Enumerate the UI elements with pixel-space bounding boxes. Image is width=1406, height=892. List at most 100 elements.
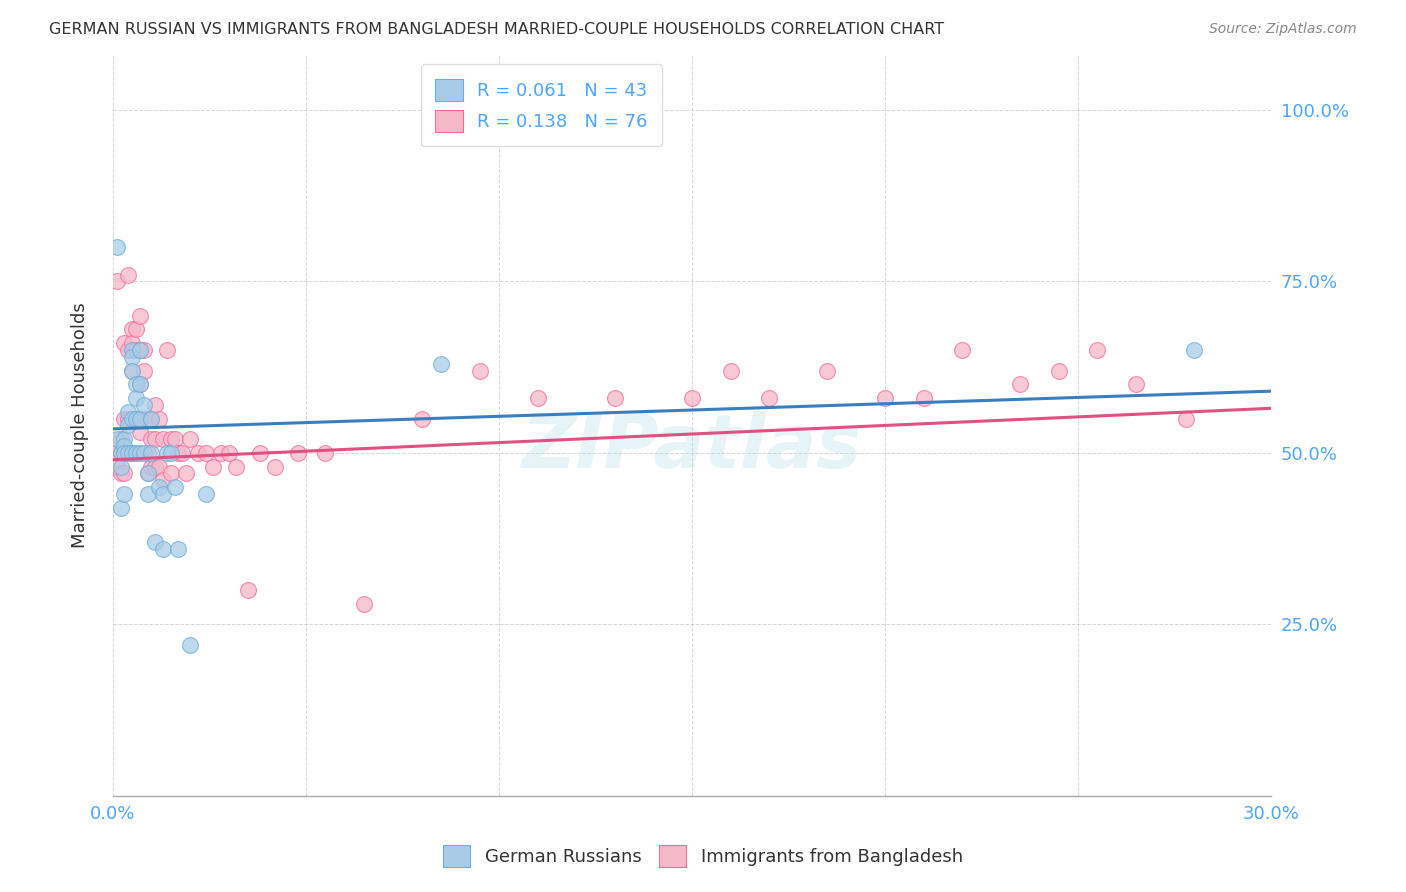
Point	[179, 638, 201, 652]
Point	[136, 411, 159, 425]
Point	[249, 446, 271, 460]
Point	[156, 446, 179, 460]
Point	[117, 343, 139, 357]
Point	[121, 363, 143, 377]
Point	[353, 597, 375, 611]
Point	[121, 411, 143, 425]
Point	[194, 487, 217, 501]
Text: Source: ZipAtlas.com: Source: ZipAtlas.com	[1209, 22, 1357, 37]
Point	[121, 322, 143, 336]
Point	[110, 467, 132, 481]
Point	[110, 446, 132, 460]
Point	[117, 418, 139, 433]
Point	[128, 343, 150, 357]
Point	[141, 459, 163, 474]
Point	[105, 459, 128, 474]
Point	[1010, 377, 1032, 392]
Point	[132, 398, 155, 412]
Point	[136, 446, 159, 460]
Point	[163, 480, 186, 494]
Point	[681, 391, 703, 405]
Point	[117, 268, 139, 282]
Point	[121, 446, 143, 460]
Point	[121, 446, 143, 460]
Point	[912, 391, 935, 405]
Point	[110, 500, 132, 515]
Point	[105, 240, 128, 254]
Point	[143, 398, 166, 412]
Point	[110, 446, 132, 460]
Point	[125, 411, 148, 425]
Point	[143, 535, 166, 549]
Point	[314, 446, 336, 460]
Point	[209, 446, 232, 460]
Point	[873, 391, 896, 405]
Point	[114, 336, 136, 351]
Point	[1047, 363, 1070, 377]
Point	[264, 459, 287, 474]
Point	[125, 377, 148, 392]
Point	[121, 336, 143, 351]
Point	[141, 411, 163, 425]
Point	[141, 411, 163, 425]
Point	[225, 459, 247, 474]
Point	[159, 467, 181, 481]
Point	[141, 432, 163, 446]
Point	[114, 446, 136, 460]
Point	[125, 411, 148, 425]
Text: GERMAN RUSSIAN VS IMMIGRANTS FROM BANGLADESH MARRIED-COUPLE HOUSEHOLDS CORRELATI: GERMAN RUSSIAN VS IMMIGRANTS FROM BANGLA…	[49, 22, 945, 37]
Point	[411, 411, 433, 425]
Point	[121, 350, 143, 364]
Point	[125, 322, 148, 336]
Point	[148, 411, 170, 425]
Point	[143, 432, 166, 446]
Point	[110, 432, 132, 446]
Point	[603, 391, 626, 405]
Point	[815, 363, 838, 377]
Point	[152, 432, 174, 446]
Point	[159, 432, 181, 446]
Point	[125, 391, 148, 405]
Point	[117, 446, 139, 460]
Point	[128, 309, 150, 323]
Point	[152, 487, 174, 501]
Point	[105, 446, 128, 460]
Point	[128, 411, 150, 425]
Point	[141, 446, 163, 460]
Point	[114, 446, 136, 460]
Point	[128, 377, 150, 392]
Point	[167, 541, 190, 556]
Point	[172, 446, 194, 460]
Point	[132, 446, 155, 460]
Point	[1085, 343, 1108, 357]
Point	[128, 446, 150, 460]
Point	[114, 467, 136, 481]
Point	[114, 411, 136, 425]
Point	[148, 480, 170, 494]
Point	[236, 582, 259, 597]
Point	[136, 487, 159, 501]
Point	[117, 405, 139, 419]
Point	[132, 411, 155, 425]
Point	[125, 343, 148, 357]
Point	[114, 487, 136, 501]
Point	[114, 432, 136, 446]
Point	[132, 343, 155, 357]
Y-axis label: Married-couple Households: Married-couple Households	[72, 302, 89, 549]
Point	[526, 391, 548, 405]
Point	[110, 459, 132, 474]
Point	[1182, 343, 1205, 357]
Point	[117, 411, 139, 425]
Legend: R = 0.061   N = 43, R = 0.138   N = 76: R = 0.061 N = 43, R = 0.138 N = 76	[420, 64, 662, 146]
Point	[125, 446, 148, 460]
Point	[163, 432, 186, 446]
Point	[128, 425, 150, 440]
Point	[128, 377, 150, 392]
Point	[114, 439, 136, 453]
Point	[720, 363, 742, 377]
Point	[152, 473, 174, 487]
Point	[950, 343, 973, 357]
Point	[1175, 411, 1198, 425]
Point	[105, 275, 128, 289]
Point	[187, 446, 209, 460]
